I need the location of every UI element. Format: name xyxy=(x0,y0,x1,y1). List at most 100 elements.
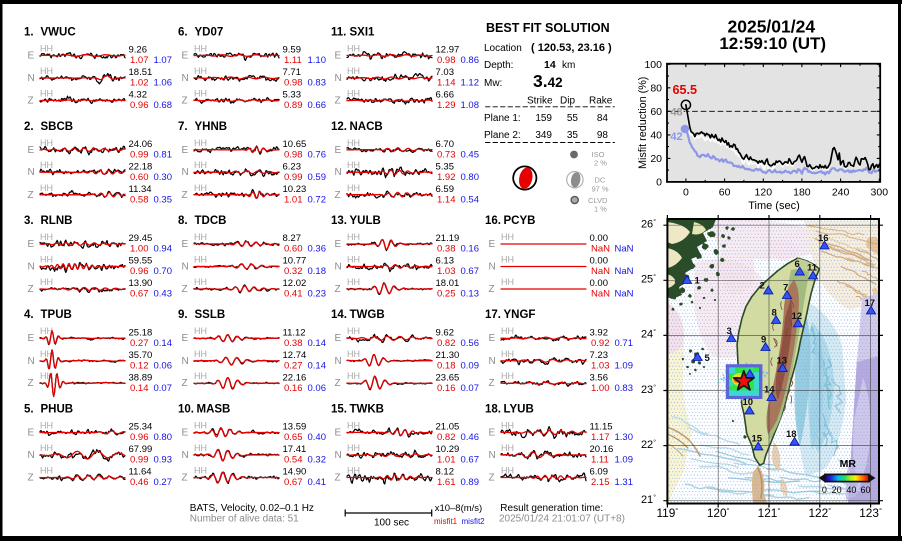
svg-text:Z: Z xyxy=(28,284,34,295)
svg-text:0.27: 0.27 xyxy=(284,360,303,371)
svg-text:123°: 123° xyxy=(859,506,882,520)
svg-text:HH: HH xyxy=(501,277,514,287)
svg-text:HH: HH xyxy=(501,326,514,336)
svg-text:1.61: 1.61 xyxy=(437,477,456,488)
svg-text:12.: 12. xyxy=(331,121,347,133)
svg-text:HH: HH xyxy=(347,66,360,76)
svg-text:1.: 1. xyxy=(24,27,34,39)
svg-text:0.41: 0.41 xyxy=(284,289,303,300)
svg-text:7.23: 7.23 xyxy=(590,350,609,361)
svg-text:0.32: 0.32 xyxy=(308,455,327,466)
svg-text:HH: HH xyxy=(40,89,53,99)
svg-text:60: 60 xyxy=(650,106,662,118)
svg-text:HH: HH xyxy=(347,183,360,193)
svg-text:( 120.53, 23.16 ): ( 120.53, 23.16 ) xyxy=(531,42,612,54)
svg-text:0.98: 0.98 xyxy=(284,78,303,89)
svg-text:1.03: 1.03 xyxy=(591,360,610,371)
svg-text:Z: Z xyxy=(489,473,495,484)
svg-text:65.5: 65.5 xyxy=(673,83,698,97)
svg-text:24°: 24° xyxy=(641,328,656,341)
svg-text:E: E xyxy=(182,428,189,439)
svg-text:HH: HH xyxy=(194,183,207,193)
svg-text:HH: HH xyxy=(194,326,207,336)
svg-text:0.58: 0.58 xyxy=(130,194,149,205)
svg-text:E: E xyxy=(335,145,342,156)
svg-text:55: 55 xyxy=(567,113,579,124)
svg-text:0.35: 0.35 xyxy=(154,194,173,205)
svg-text:18: 18 xyxy=(786,429,797,440)
svg-text:0.96: 0.96 xyxy=(130,432,149,443)
svg-text:10: 10 xyxy=(743,397,754,408)
svg-text:349: 349 xyxy=(535,130,552,141)
svg-text:20.16: 20.16 xyxy=(590,444,614,455)
svg-text:YHNB: YHNB xyxy=(195,121,228,133)
svg-text:0.54: 0.54 xyxy=(284,455,303,466)
svg-text:0.18: 0.18 xyxy=(308,266,327,277)
svg-text:Mw:: Mw: xyxy=(484,78,502,89)
svg-text:8: 8 xyxy=(772,308,777,319)
svg-text:23°: 23° xyxy=(641,383,656,396)
svg-text:0.30: 0.30 xyxy=(154,172,173,183)
svg-text:97 %: 97 % xyxy=(592,185,609,194)
svg-text:15.: 15. xyxy=(331,404,347,416)
svg-text:HH: HH xyxy=(40,66,53,76)
svg-text:HH: HH xyxy=(347,326,360,336)
svg-text:N: N xyxy=(335,73,342,84)
svg-text:1.06: 1.06 xyxy=(154,78,173,89)
svg-text:N: N xyxy=(335,356,342,367)
svg-text:12: 12 xyxy=(792,311,803,322)
svg-text:HH: HH xyxy=(501,371,514,381)
svg-text:YNGF: YNGF xyxy=(504,309,536,321)
svg-text:13.90: 13.90 xyxy=(129,278,153,289)
svg-text:HH: HH xyxy=(501,421,514,431)
svg-text:N: N xyxy=(182,262,189,273)
svg-text:1.12: 1.12 xyxy=(461,78,480,89)
svg-text:0.14: 0.14 xyxy=(154,338,173,349)
svg-text:0.32: 0.32 xyxy=(284,266,303,277)
svg-text:1.02: 1.02 xyxy=(130,78,149,89)
svg-text:20: 20 xyxy=(832,485,842,495)
svg-text:16.: 16. xyxy=(485,215,501,227)
svg-text:22.16: 22.16 xyxy=(283,372,307,383)
svg-text:25°: 25° xyxy=(641,273,656,286)
svg-text:180: 180 xyxy=(793,187,811,199)
svg-text:0.40: 0.40 xyxy=(308,432,327,443)
svg-text:E: E xyxy=(335,51,342,62)
svg-text:3.42: 3.42 xyxy=(533,71,563,91)
svg-text:Z: Z xyxy=(489,284,495,295)
svg-text:NaN: NaN xyxy=(591,244,610,255)
svg-text:0.99: 0.99 xyxy=(130,455,149,466)
svg-text:15: 15 xyxy=(752,434,763,445)
svg-text:LYUB: LYUB xyxy=(504,404,534,416)
svg-text:0: 0 xyxy=(656,176,662,188)
svg-text:0.46: 0.46 xyxy=(461,432,480,443)
svg-text:HH: HH xyxy=(347,421,360,431)
svg-text:YD07: YD07 xyxy=(195,27,224,39)
svg-text:NaN: NaN xyxy=(591,289,610,300)
svg-text:0.27: 0.27 xyxy=(130,338,149,349)
svg-text:0.14: 0.14 xyxy=(308,360,327,371)
svg-text:HH: HH xyxy=(194,421,207,431)
svg-text:N: N xyxy=(489,262,496,273)
svg-text:20: 20 xyxy=(650,153,662,165)
svg-text:29.45: 29.45 xyxy=(129,233,153,244)
svg-text:59.55: 59.55 xyxy=(129,256,153,267)
svg-text:DC: DC xyxy=(595,176,606,185)
svg-text:0.76: 0.76 xyxy=(308,149,327,160)
svg-text:Time (sec): Time (sec) xyxy=(748,200,800,212)
svg-text:12.02: 12.02 xyxy=(283,278,307,289)
svg-text:HH: HH xyxy=(347,349,360,359)
svg-text:1: 1 xyxy=(695,276,701,287)
svg-text:Result generation time:: Result generation time: xyxy=(500,503,603,514)
svg-text:HH: HH xyxy=(347,443,360,453)
svg-text:HH: HH xyxy=(194,89,207,99)
svg-text:1.10: 1.10 xyxy=(308,55,327,66)
svg-text:0.07: 0.07 xyxy=(154,383,173,394)
svg-text:10.65: 10.65 xyxy=(283,139,307,150)
svg-text:35: 35 xyxy=(567,130,579,141)
svg-text:35.70: 35.70 xyxy=(129,350,153,361)
svg-text:E: E xyxy=(182,239,189,250)
svg-text:0.83: 0.83 xyxy=(308,78,327,89)
svg-text:26°: 26° xyxy=(641,218,656,231)
svg-text:NaN: NaN xyxy=(615,289,634,300)
